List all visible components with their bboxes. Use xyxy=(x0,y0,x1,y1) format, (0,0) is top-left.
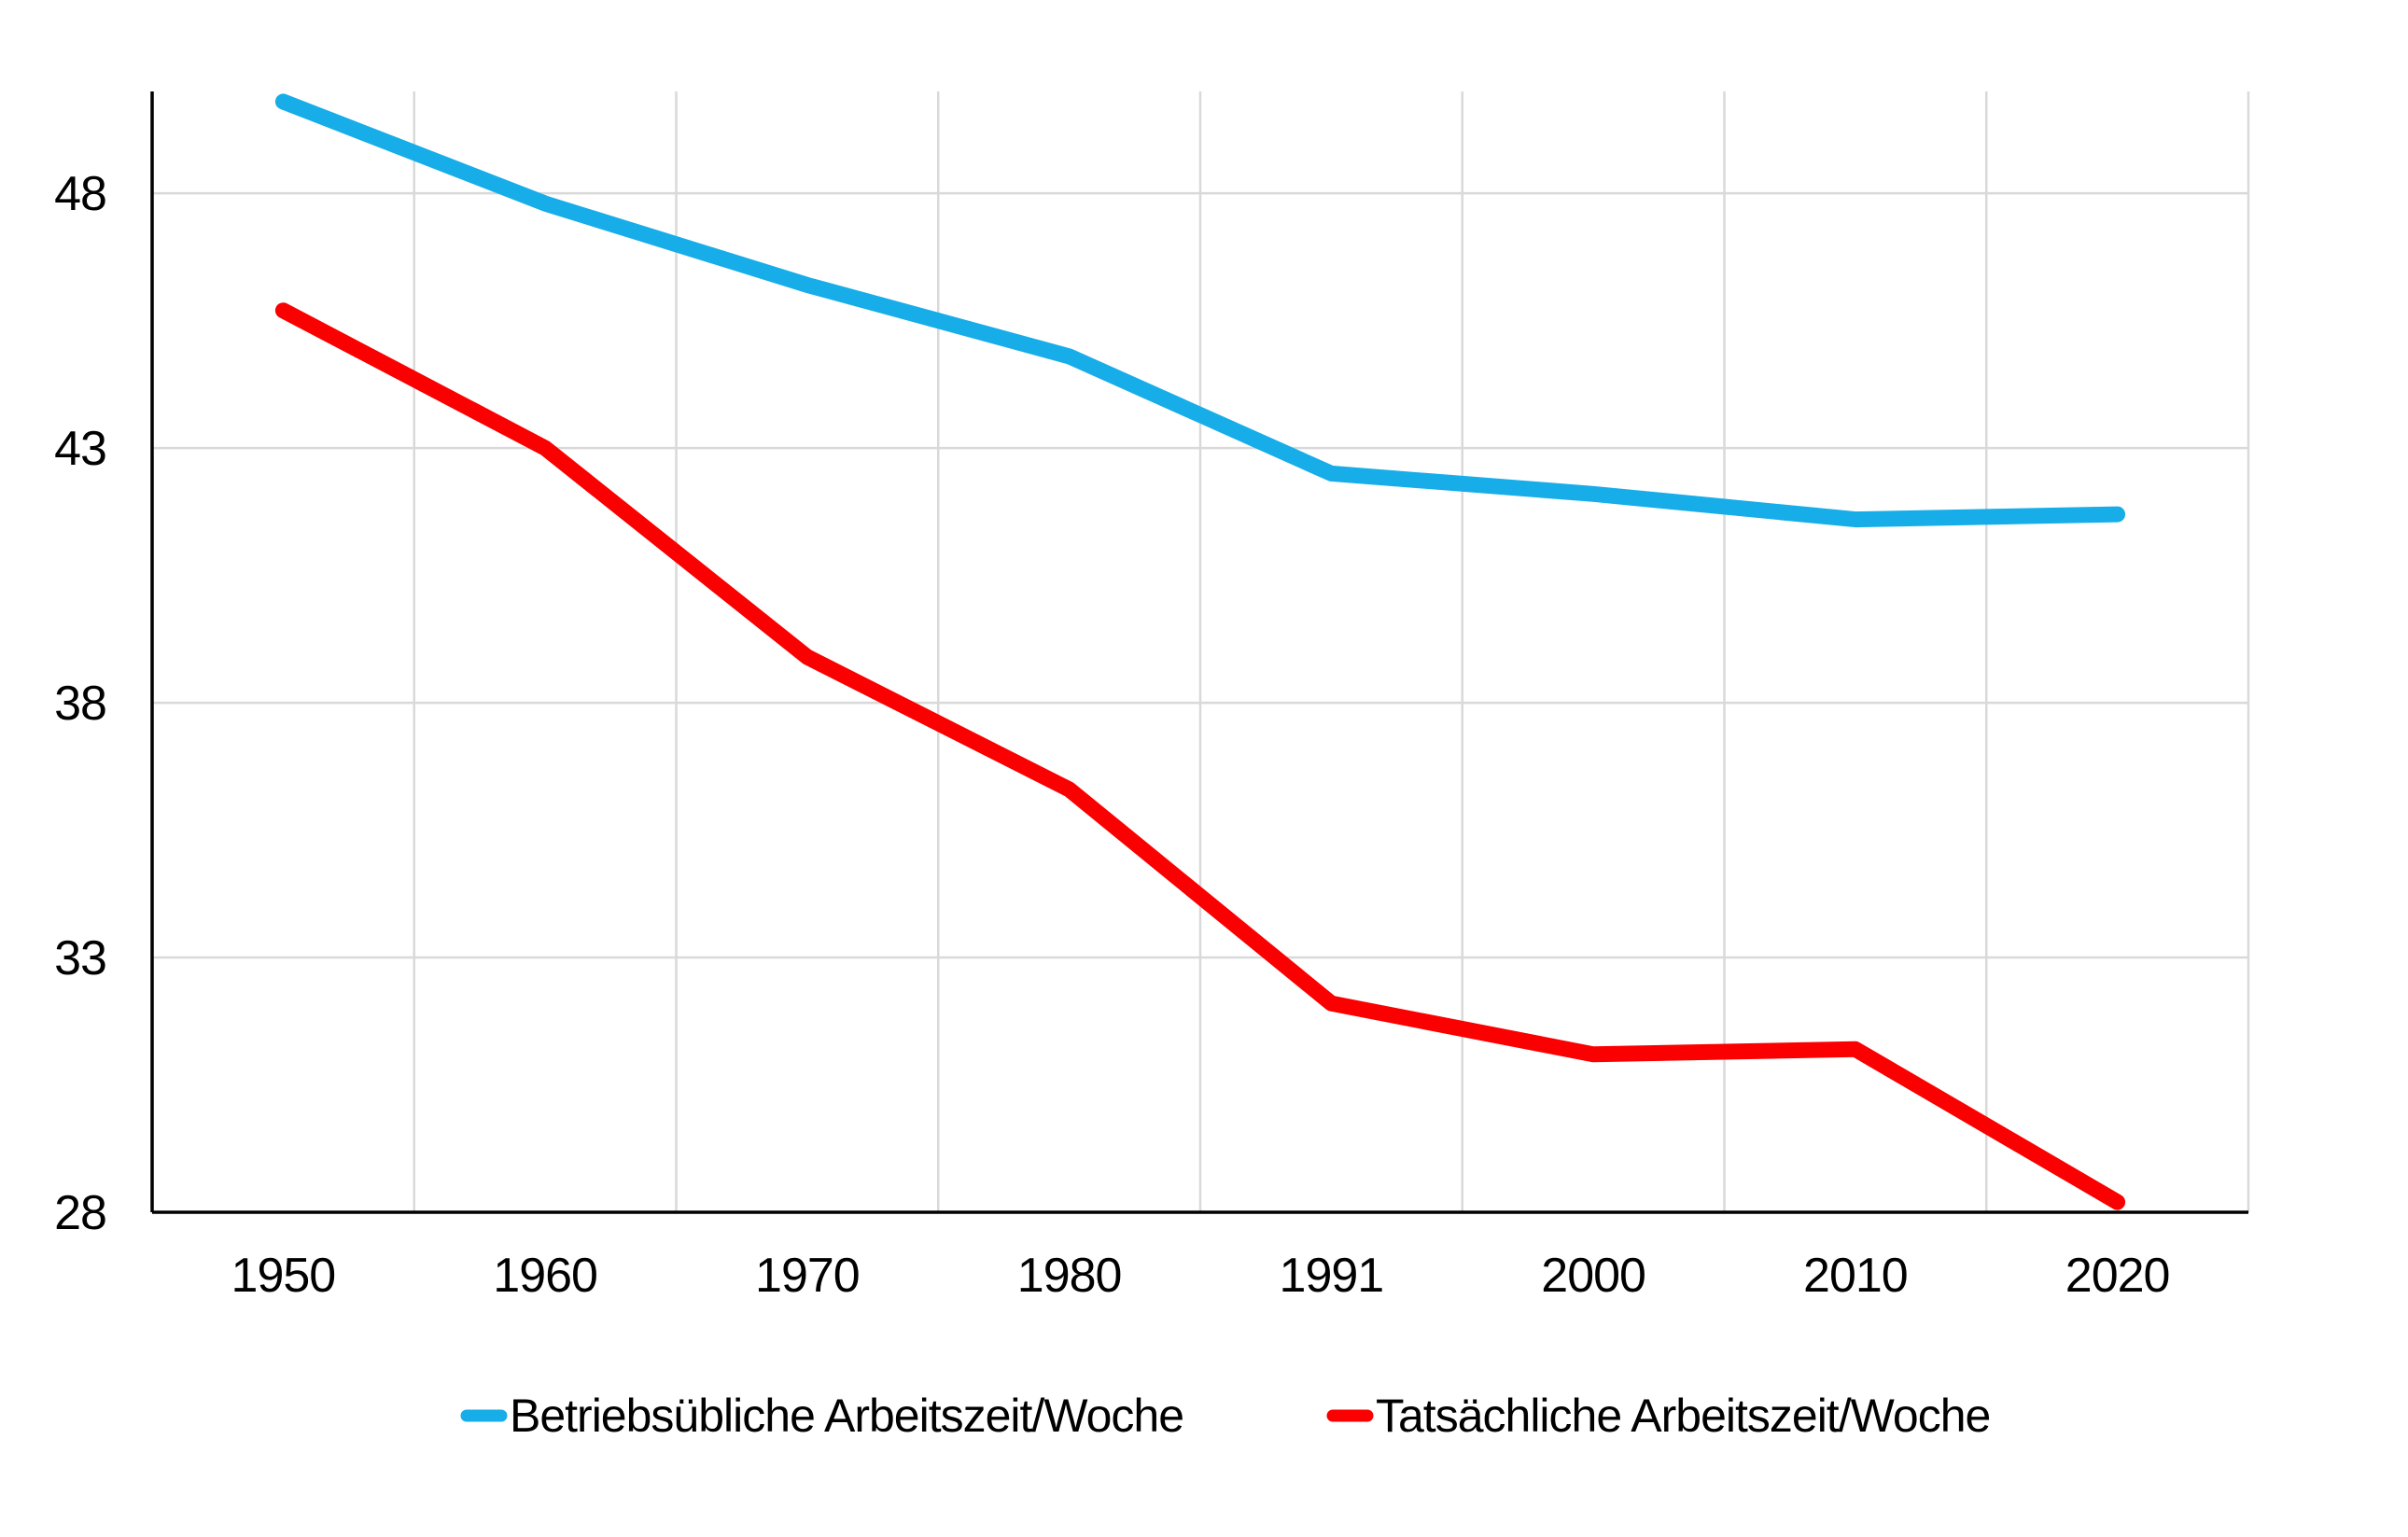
y-tick-label: 33 xyxy=(54,931,106,985)
x-tick-label: 1970 xyxy=(755,1249,860,1303)
series-line-1 xyxy=(274,302,2126,1210)
x-tick-label: 1950 xyxy=(231,1249,336,1303)
x-tick-label: 1991 xyxy=(1280,1249,1384,1303)
y-tick-label: 43 xyxy=(54,422,106,476)
y-tick-label: 38 xyxy=(54,677,106,731)
x-tick-label: 2000 xyxy=(1541,1249,1645,1303)
x-tick-label: 1960 xyxy=(493,1249,597,1303)
x-tick-label: 2020 xyxy=(2065,1249,2170,1303)
legend-label-0: Betriebsübliche Arbeitszeit/Woche xyxy=(510,1390,1183,1442)
series-line-0 xyxy=(274,93,2126,528)
x-tick-label: 1980 xyxy=(1017,1249,1122,1303)
y-tick-label: 48 xyxy=(54,167,106,221)
legend-label-1: Tatsächliche Arbeitszeit/Woche xyxy=(1376,1390,1990,1442)
y-tick-label: 28 xyxy=(54,1186,106,1240)
x-tick-label: 2010 xyxy=(1803,1249,1908,1303)
